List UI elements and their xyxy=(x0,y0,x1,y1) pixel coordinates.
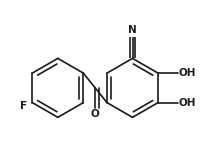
Text: OH: OH xyxy=(179,98,196,108)
Text: OH: OH xyxy=(179,68,196,78)
Text: N: N xyxy=(128,25,137,35)
Text: F: F xyxy=(20,100,27,111)
Text: O: O xyxy=(91,109,99,120)
